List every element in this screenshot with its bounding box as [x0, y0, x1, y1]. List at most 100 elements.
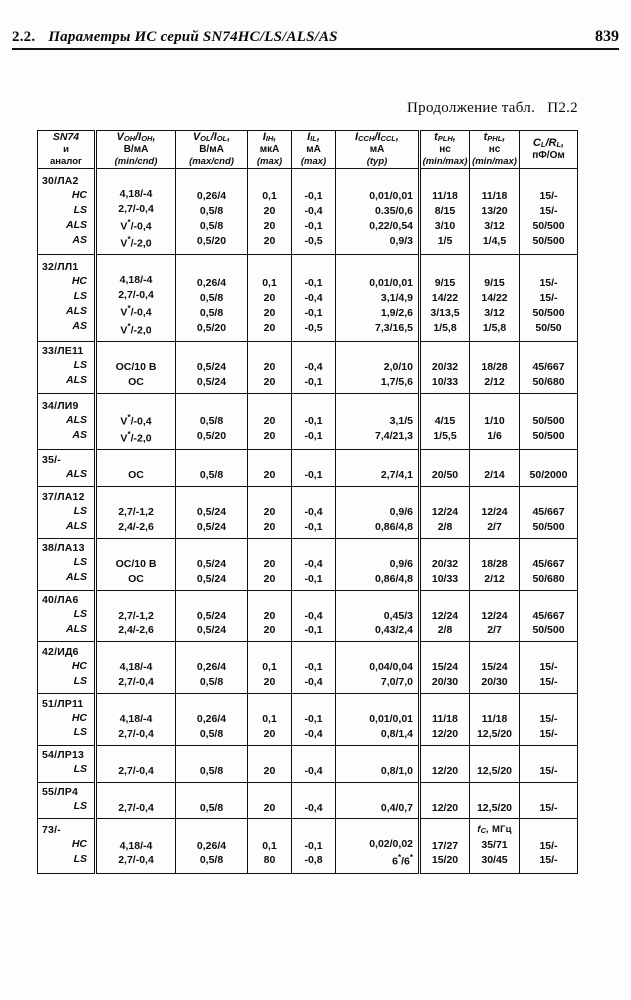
cell-value: 15/-: [539, 276, 558, 289]
parameters-table: SN74 и аналог VOH/IOH, В/мА (min/cnd): [37, 130, 578, 874]
iccl-symbol: I: [377, 131, 381, 144]
device-series-list: LS: [42, 799, 90, 814]
cell-iil: 42/ИД6-0,1-0,4: [291, 641, 336, 695]
cell-value: 2,7/-1,2: [118, 506, 154, 519]
cell-value: -0,4: [304, 360, 323, 373]
cell-iil: 73/--0,1-0,8: [291, 818, 336, 874]
column-header-iil-unit: мА: [306, 144, 321, 156]
tplh-symbol: t: [434, 131, 438, 144]
cell-iil: 34/ЛИ9-0,1-0,1: [291, 392, 336, 451]
column-header-tphl: tPHL, нс (min/max): [469, 130, 520, 169]
device-group-cell: 54/ЛР13 LS: [37, 744, 96, 783]
device-group-name: 34/ЛИ9: [42, 399, 79, 412]
iccl-subscript: CCL: [380, 134, 396, 144]
cell-value: 0,5/20: [196, 235, 227, 247]
cell-value: 12/24: [481, 609, 508, 622]
cell-value: 11/18: [481, 712, 508, 725]
cell-tphl: 38/ЛА1318/282/12: [469, 537, 520, 591]
cell-value: 20: [263, 360, 276, 373]
cell-value: 0,5/8: [199, 676, 224, 689]
cl-symbol: C: [532, 137, 541, 150]
column-header-icch-paren: (typ): [366, 156, 388, 168]
cell-vol-iol: 54/ЛР130,5/8: [175, 744, 248, 783]
cell-value: 20: [263, 801, 276, 814]
cell-cl-rl: 55/ЛР415/-: [519, 781, 578, 820]
cell-value: -0,1: [304, 572, 323, 585]
iil-symbol: I: [307, 131, 311, 144]
cell-value: -0,1: [304, 415, 323, 428]
cell-value: -0,8: [304, 854, 323, 867]
cell-cl-rl: 54/ЛР1315/-: [519, 744, 578, 783]
cell-value: OC: [128, 469, 144, 482]
cell-iih: 54/ЛР1320: [247, 744, 292, 783]
cell-value: 10/33: [431, 375, 459, 388]
cell-value: 0,5/24: [196, 557, 227, 570]
cell-value: 2,7/-0,4: [118, 854, 154, 867]
cell-value: 12,5/20: [476, 727, 513, 740]
cell-vol-iol: 51/ЛР110,26/40,5/8: [175, 693, 248, 746]
device-group-cell: 51/ЛР11 HC LS: [37, 693, 96, 746]
cell-icch-iccl: 33/ЛЕ112,0/101,7/5,6: [335, 340, 420, 394]
device-series-list: LS ALS: [42, 358, 90, 388]
cell-tplh: 35/-20/50: [418, 449, 470, 488]
cell-value: -0,4: [304, 801, 323, 814]
cell-value: 0,22/0,54: [369, 220, 413, 233]
cell-value: V*/-2,0: [120, 321, 152, 337]
device-series-item: LS: [73, 359, 87, 372]
device-series-item: LS: [73, 853, 87, 866]
column-header-vol-iol: VOL/IOL, В/мА (max/cnd): [175, 130, 248, 169]
cell-value: 0,5/8: [199, 291, 224, 304]
cell-voh-ioh: 37/ЛА122,7/-1,22,4/-2,6: [94, 486, 176, 539]
cell-value: 15/-: [539, 854, 558, 867]
cell-value: 12/24: [431, 506, 459, 519]
cell-vol-iol: 32/ЛЛ10,26/40,5/80,5/80,5/20: [175, 254, 248, 342]
column-header-voh-unit: В/мА: [123, 144, 149, 156]
cell-value: 50/680: [532, 572, 565, 585]
column-header-iil: IIL, мА (max): [291, 130, 336, 169]
cell-voh-ioh: 30/ЛА24,18/-42,7/-0,4V*/-0,4V*/-2,0: [94, 167, 176, 256]
cell-value: 2,7/-0,4: [118, 202, 154, 215]
cell-value: 50/500: [532, 235, 565, 247]
cell-cl-rl: 51/ЛР1115/-15/-: [519, 693, 578, 746]
vol-symbol: V: [192, 131, 201, 144]
cell-voh-ioh: 42/ИД64,18/-42,7/-0,4: [94, 641, 176, 695]
device-group-cell: 40/ЛА6 LS ALS: [37, 589, 96, 643]
device-series-item: LS: [73, 608, 87, 621]
cell-value: 4,18/-4: [119, 661, 153, 674]
device-series-item: ALS: [66, 218, 87, 231]
cell-value: 20/30: [431, 676, 459, 689]
cell-vol-iol: 55/ЛР40,5/8: [175, 781, 248, 820]
device-series-list: HC LS: [42, 837, 90, 867]
device-series-item: LS: [73, 674, 87, 687]
device-series-item: ALS: [66, 622, 87, 635]
cell-value: 1/10: [484, 415, 505, 428]
table-header-row: SN74 и аналог VOH/IOH, В/мА (min/cnd): [37, 130, 578, 169]
cell-value: 50/500: [532, 415, 565, 428]
cell-value: 1/4,5: [482, 235, 507, 247]
cell-cl-rl: 42/ИД615/-15/-: [519, 641, 578, 695]
cell-value: 0,5/8: [199, 220, 224, 233]
cell-value: 0,26/4: [196, 661, 227, 674]
cell-tplh: 34/ЛИ94/151/5,5: [418, 392, 470, 451]
ioh-symbol: I: [138, 131, 142, 144]
cell-value: 20: [263, 557, 276, 570]
cell-voh-ioh: 35/-OC: [94, 449, 176, 488]
cell-iih: 40/ЛА62020: [247, 589, 292, 643]
cell-value: OC/10 В: [115, 557, 157, 570]
cell-value: 0,5/8: [199, 306, 224, 319]
cell-value: -0,1: [304, 712, 323, 725]
device-series-list: LS: [42, 762, 90, 777]
iih-subscript: IH: [265, 134, 274, 144]
device-series-item: LS: [73, 800, 87, 813]
caption-table-number: П2.2: [547, 100, 578, 116]
device-series-item: ALS: [66, 413, 87, 426]
